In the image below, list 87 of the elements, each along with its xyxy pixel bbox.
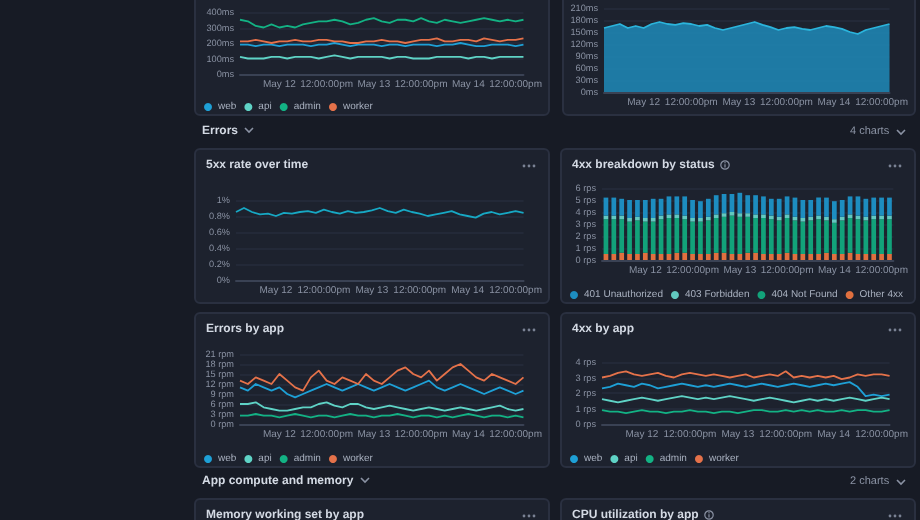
bar (611, 197, 617, 216)
bar (768, 254, 774, 260)
bar (690, 254, 695, 260)
bar (627, 200, 632, 218)
bar (776, 254, 782, 260)
bar (705, 198, 711, 217)
bar (713, 252, 719, 260)
bar (824, 197, 829, 217)
bar (808, 220, 814, 254)
line-series (239, 379, 525, 399)
bar (879, 197, 884, 216)
bar (761, 218, 766, 254)
bar (776, 198, 782, 217)
bar (871, 254, 877, 260)
bar (690, 200, 695, 218)
bar (808, 254, 814, 260)
bar (642, 252, 648, 260)
bar (768, 198, 774, 216)
bar (871, 219, 877, 254)
bar (642, 200, 648, 218)
bar (753, 195, 758, 215)
bar (768, 219, 774, 254)
bar (824, 220, 829, 253)
bar (674, 252, 680, 260)
bar (611, 219, 617, 254)
bar (816, 254, 821, 260)
bar (682, 219, 688, 253)
bar (737, 192, 743, 214)
bar (674, 218, 680, 253)
bar (824, 252, 829, 260)
bar (627, 221, 632, 254)
line-series (601, 381, 891, 397)
bar (831, 201, 837, 220)
bar (674, 196, 680, 215)
bar (831, 222, 837, 254)
bar (737, 216, 743, 254)
line-series (239, 363, 525, 392)
bar (705, 254, 711, 260)
bar (863, 220, 869, 254)
bar (816, 219, 821, 254)
bar (650, 198, 656, 218)
bar (831, 254, 837, 260)
bar (619, 252, 625, 260)
bar (753, 252, 758, 260)
bar (713, 218, 719, 253)
bar (808, 200, 814, 217)
bar (800, 254, 806, 260)
bar (745, 216, 751, 253)
bar (776, 220, 782, 254)
bar (619, 198, 625, 216)
bar (753, 218, 758, 253)
bar (682, 196, 688, 216)
bar (635, 220, 640, 254)
bar (642, 221, 648, 253)
bar (698, 254, 703, 260)
bar (887, 197, 892, 216)
bar (839, 200, 845, 217)
bar (887, 219, 892, 254)
bar (863, 254, 869, 260)
bar (619, 219, 625, 253)
bar (816, 197, 821, 216)
bar (627, 254, 632, 260)
bar (650, 254, 656, 260)
bar (839, 254, 845, 260)
bar (887, 254, 892, 260)
bar (800, 200, 806, 218)
bar (698, 221, 703, 254)
bar (863, 198, 869, 217)
bar (761, 254, 766, 260)
bar (713, 195, 719, 215)
bar (635, 200, 640, 217)
bar (761, 196, 766, 215)
bar (690, 221, 695, 254)
bar (839, 220, 845, 254)
bar (682, 252, 688, 260)
bar (611, 254, 617, 260)
bar (745, 195, 751, 214)
bar (698, 201, 703, 218)
bar (879, 254, 884, 260)
bar (635, 254, 640, 260)
bar (650, 221, 656, 254)
bar (745, 252, 751, 260)
bar (800, 221, 806, 254)
bar (871, 197, 877, 216)
bar (705, 220, 711, 254)
bar (879, 219, 884, 254)
bar (737, 254, 743, 260)
